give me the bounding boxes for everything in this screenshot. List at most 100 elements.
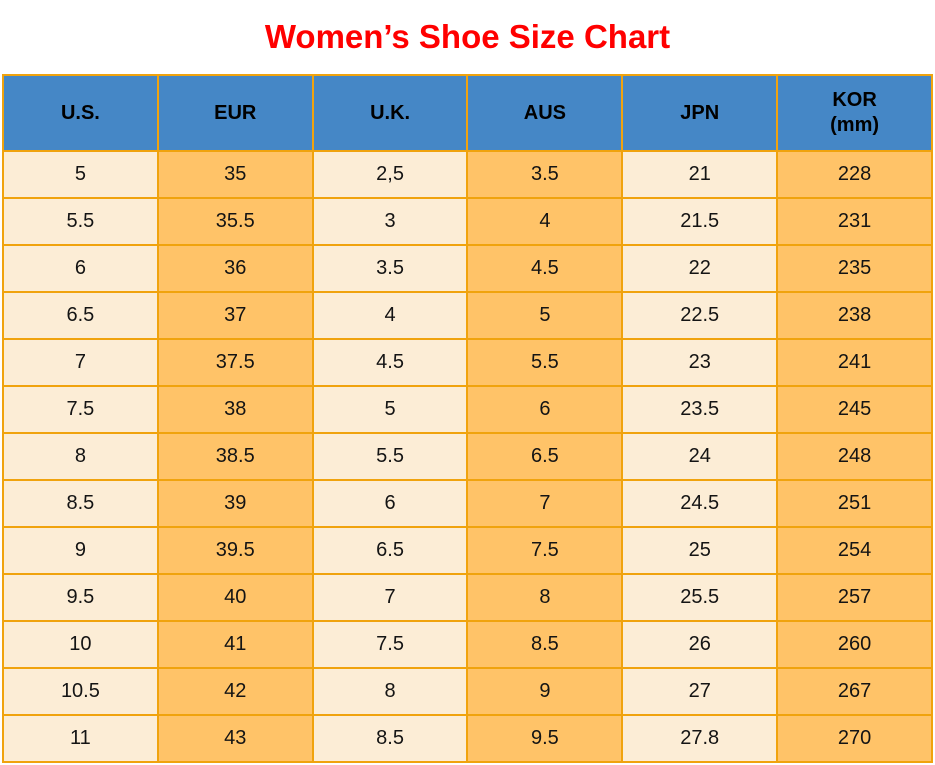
table-header: U.S. EUR U.K. AUS JPN KOR (mm) bbox=[2, 74, 933, 152]
table-row: 6.5 37 4 5 22.5 238 bbox=[2, 291, 933, 340]
table-cell: 24.5 bbox=[621, 479, 779, 528]
table-cell: 35 bbox=[156, 150, 314, 199]
table-cell: 3 bbox=[311, 197, 469, 246]
table-row: 8 38.5 5.5 6.5 24 248 bbox=[2, 432, 933, 481]
table-cell: 9 bbox=[2, 526, 159, 575]
column-header-kor-unit: (mm) bbox=[830, 114, 880, 136]
table-cell: 9.5 bbox=[2, 573, 159, 622]
table-cell: 23 bbox=[621, 338, 779, 387]
table-cell: 251 bbox=[776, 479, 933, 528]
table-cell: 8.5 bbox=[2, 479, 159, 528]
table-cell: 40 bbox=[156, 573, 314, 622]
table-cell: 248 bbox=[776, 432, 933, 481]
table-row: 8.5 39 6 7 24.5 251 bbox=[2, 479, 933, 528]
table-cell: 3.5 bbox=[466, 150, 624, 199]
column-header-uk-label: U.K. bbox=[370, 101, 411, 124]
table-cell: 10 bbox=[2, 620, 159, 669]
table-row: 5 35 2,5 3.5 21 228 bbox=[2, 150, 933, 199]
table-cell: 35.5 bbox=[156, 197, 314, 246]
table-row: 6 36 3.5 4.5 22 235 bbox=[2, 244, 933, 293]
table-cell: 10.5 bbox=[2, 667, 159, 716]
column-header-us: U.S. bbox=[2, 74, 159, 152]
table-cell: 7.5 bbox=[311, 620, 469, 669]
table-cell: 11 bbox=[2, 714, 159, 763]
column-header-kor-label: KOR bbox=[832, 89, 877, 111]
table-cell: 270 bbox=[776, 714, 933, 763]
table-cell: 4.5 bbox=[466, 244, 624, 293]
table-cell: 260 bbox=[776, 620, 933, 669]
table-cell: 27 bbox=[621, 667, 779, 716]
column-header-aus-label: AUS bbox=[523, 101, 567, 124]
table-cell: 8.5 bbox=[466, 620, 624, 669]
table-cell: 8.5 bbox=[311, 714, 469, 763]
table-cell: 41 bbox=[156, 620, 314, 669]
table-cell: 27.8 bbox=[621, 714, 779, 763]
table-cell: 5.5 bbox=[466, 338, 624, 387]
table-cell: 36 bbox=[156, 244, 314, 293]
table-cell: 235 bbox=[776, 244, 933, 293]
table-cell: 24 bbox=[621, 432, 779, 481]
column-header-kor: KOR (mm) bbox=[776, 74, 933, 152]
table-cell: 25.5 bbox=[621, 573, 779, 622]
table-cell: 26 bbox=[621, 620, 779, 669]
table-cell: 5 bbox=[2, 150, 159, 199]
table-cell: 5.5 bbox=[311, 432, 469, 481]
table-cell: 6.5 bbox=[311, 526, 469, 575]
table-row: 7.5 38 5 6 23.5 245 bbox=[2, 385, 933, 434]
table-cell: 4.5 bbox=[311, 338, 469, 387]
table-cell: 25 bbox=[621, 526, 779, 575]
table-cell: 7 bbox=[466, 479, 624, 528]
table-cell: 254 bbox=[776, 526, 933, 575]
table-cell: 21.5 bbox=[621, 197, 779, 246]
table-cell: 6.5 bbox=[2, 291, 159, 340]
table-cell: 245 bbox=[776, 385, 933, 434]
column-header-aus: AUS bbox=[466, 74, 624, 152]
table-cell: 2,5 bbox=[311, 150, 469, 199]
table-cell: 4 bbox=[466, 197, 624, 246]
table-cell: 6 bbox=[311, 479, 469, 528]
table-cell: 21 bbox=[621, 150, 779, 199]
table-cell: 257 bbox=[776, 573, 933, 622]
table-cell: 6.5 bbox=[466, 432, 624, 481]
column-header-uk: U.K. bbox=[311, 74, 469, 152]
table-cell: 39.5 bbox=[156, 526, 314, 575]
column-header-eur-label: EUR bbox=[214, 101, 257, 124]
header-row: U.S. EUR U.K. AUS JPN KOR (mm) bbox=[2, 74, 933, 152]
table-row: 10.5 42 8 9 27 267 bbox=[2, 667, 933, 716]
table-cell: 42 bbox=[156, 667, 314, 716]
table-cell: 238 bbox=[776, 291, 933, 340]
table-row: 11 43 8.5 9.5 27.8 270 bbox=[2, 714, 933, 763]
table-cell: 5 bbox=[466, 291, 624, 340]
table-cell: 22 bbox=[621, 244, 779, 293]
table-cell: 7 bbox=[311, 573, 469, 622]
table-cell: 267 bbox=[776, 667, 933, 716]
table-row: 5.5 35.5 3 4 21.5 231 bbox=[2, 197, 933, 246]
column-header-jpn: JPN bbox=[621, 74, 779, 152]
table-cell: 6 bbox=[2, 244, 159, 293]
table-cell: 7.5 bbox=[466, 526, 624, 575]
table-cell: 8 bbox=[2, 432, 159, 481]
table-cell: 39 bbox=[156, 479, 314, 528]
column-header-us-label: U.S. bbox=[60, 101, 100, 124]
table-cell: 43 bbox=[156, 714, 314, 763]
column-header-eur: EUR bbox=[156, 74, 314, 152]
column-header-jpn-label: JPN bbox=[680, 101, 720, 124]
table-cell: 241 bbox=[776, 338, 933, 387]
table-cell: 9 bbox=[466, 667, 624, 716]
table-cell: 8 bbox=[466, 573, 624, 622]
table-cell: 7 bbox=[2, 338, 159, 387]
page-title: Women’s Shoe Size Chart bbox=[264, 18, 671, 55]
table-cell: 228 bbox=[776, 150, 933, 199]
table-cell: 231 bbox=[776, 197, 933, 246]
table-body: 5 35 2,5 3.5 21 228 5.5 35.5 3 4 21.5 23… bbox=[2, 150, 933, 763]
table-row: 7 37.5 4.5 5.5 23 241 bbox=[2, 338, 933, 387]
shoe-size-table: U.S. EUR U.K. AUS JPN KOR (mm) 5 35 2,5 … bbox=[2, 74, 933, 763]
table-cell: 9.5 bbox=[466, 714, 624, 763]
table-cell: 7.5 bbox=[2, 385, 159, 434]
table-cell: 37.5 bbox=[156, 338, 314, 387]
table-row: 10 41 7.5 8.5 26 260 bbox=[2, 620, 933, 669]
table-cell: 5.5 bbox=[2, 197, 159, 246]
table-cell: 37 bbox=[156, 291, 314, 340]
table-row: 9.5 40 7 8 25.5 257 bbox=[2, 573, 933, 622]
